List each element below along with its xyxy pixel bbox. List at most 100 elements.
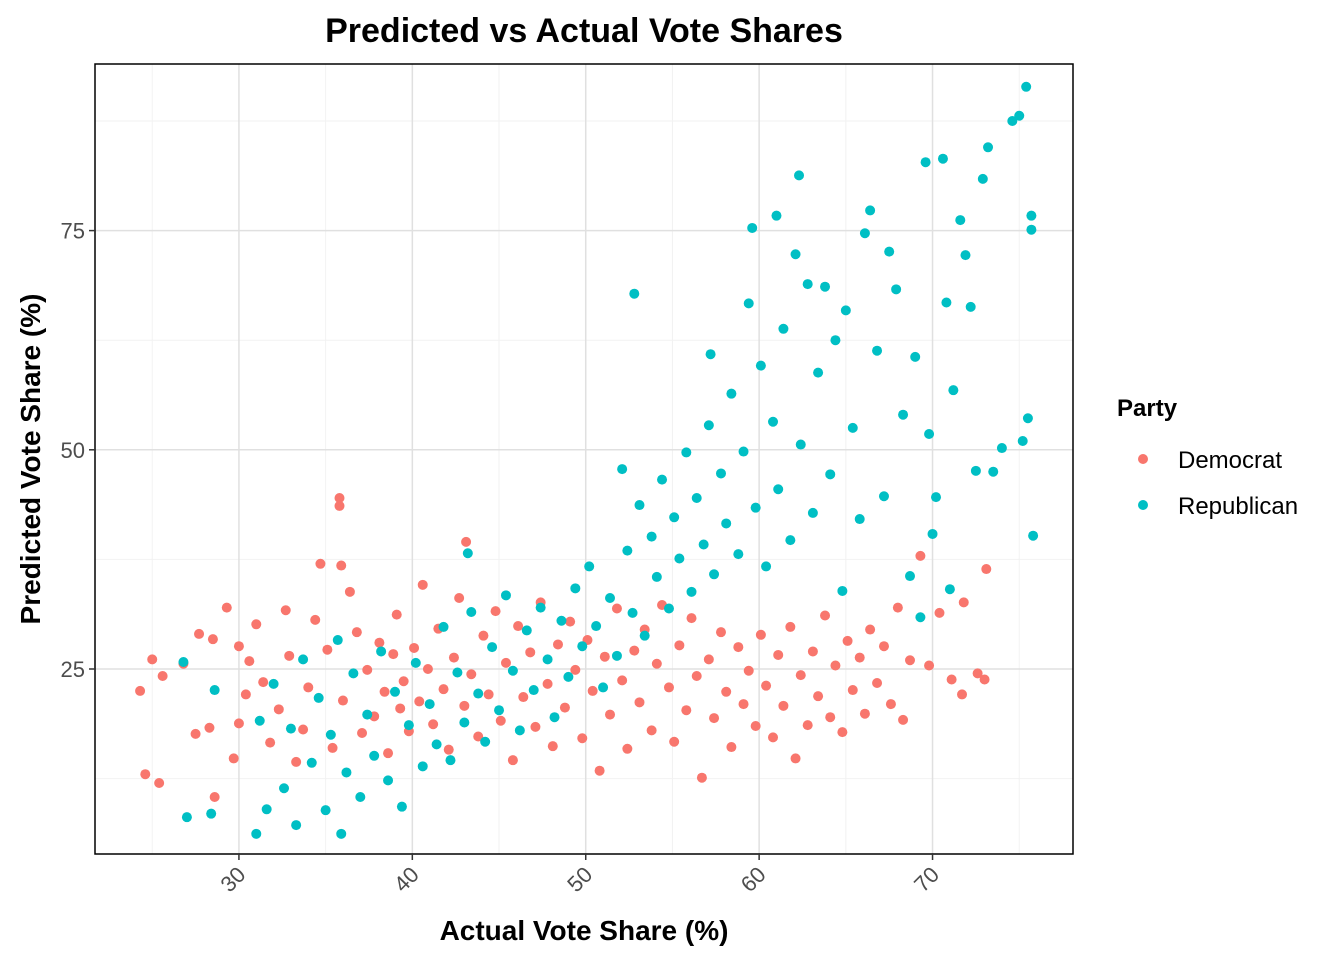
point-democrat	[466, 669, 477, 680]
point-democrat	[773, 649, 784, 660]
point-democrat	[190, 728, 201, 739]
point-republican	[733, 549, 744, 560]
point-republican	[721, 518, 732, 529]
point-democrat	[244, 656, 255, 667]
point-democrat	[825, 712, 836, 723]
point-republican	[549, 712, 560, 723]
point-republican	[955, 215, 966, 226]
point-republican	[771, 210, 782, 221]
point-democrat	[651, 658, 662, 669]
x-tick-label: 70	[909, 862, 944, 897]
point-democrat	[552, 639, 563, 650]
point-republican	[268, 678, 279, 689]
point-republican	[820, 281, 831, 292]
legend: Party Democrat Republican	[1117, 395, 1298, 520]
point-democrat	[898, 714, 909, 725]
legend-label-democrat: Democrat	[1178, 447, 1282, 474]
point-democrat	[357, 728, 368, 739]
point-republican	[629, 288, 640, 299]
point-democrat	[395, 703, 406, 714]
data-points	[135, 81, 1039, 839]
point-republican	[813, 367, 824, 378]
point-republican	[1007, 115, 1018, 126]
point-democrat	[530, 721, 541, 732]
x-tick-label: 30	[215, 862, 250, 897]
point-republican	[306, 757, 317, 768]
point-democrat	[981, 564, 992, 575]
point-republican	[383, 775, 394, 786]
point-republican	[251, 828, 262, 839]
point-democrat	[715, 627, 726, 638]
point-democrat	[473, 731, 484, 742]
point-democrat	[738, 699, 749, 710]
point-democrat	[854, 652, 865, 663]
point-democrat	[291, 756, 302, 767]
point-republican	[507, 665, 518, 676]
point-democrat	[500, 657, 511, 668]
point-democrat	[755, 629, 766, 640]
point-democrat	[617, 675, 628, 686]
y-axis-ticks: 25 50 75	[61, 219, 95, 682]
point-republican	[336, 828, 347, 839]
point-democrat	[865, 624, 876, 635]
point-republican	[332, 635, 343, 646]
point-democrat	[807, 646, 818, 657]
point-republican	[598, 682, 609, 693]
point-republican	[535, 602, 546, 613]
point-republican	[802, 279, 813, 290]
point-democrat	[490, 606, 501, 617]
point-democrat	[972, 668, 983, 679]
point-democrat	[847, 685, 858, 696]
point-democrat	[495, 715, 506, 726]
point-democrat	[681, 705, 692, 716]
point-republican	[755, 360, 766, 371]
point-democrat	[513, 621, 524, 632]
point-democrat	[337, 695, 348, 706]
point-republican	[768, 416, 779, 427]
point-democrat	[663, 682, 674, 693]
point-republican	[872, 345, 883, 356]
point-republican	[431, 739, 442, 750]
point-democrat	[859, 708, 870, 719]
point-democrat	[905, 655, 915, 666]
point-democrat	[733, 642, 744, 653]
point-democrat	[599, 651, 610, 662]
point-republican	[726, 388, 737, 399]
point-democrat	[336, 560, 347, 571]
point-republican	[570, 583, 581, 594]
point-republican	[705, 349, 716, 360]
point-republican	[996, 443, 1007, 454]
point-democrat	[761, 680, 772, 691]
point-republican	[750, 502, 761, 513]
point-republican	[970, 465, 981, 476]
point-republican	[1014, 110, 1025, 121]
point-republican	[837, 585, 848, 596]
point-republican	[910, 351, 921, 362]
point-democrat	[946, 674, 957, 685]
point-democrat	[414, 696, 425, 707]
y-axis-title: Predicted Vote Share (%)	[15, 294, 46, 625]
point-democrat	[240, 689, 251, 700]
legend-key-democrat	[1138, 454, 1148, 464]
point-democrat	[233, 718, 244, 729]
point-democrat	[448, 652, 459, 663]
point-democrat	[872, 678, 883, 689]
point-republican	[355, 792, 366, 803]
point-republican	[807, 507, 818, 518]
point-republican	[794, 170, 805, 181]
point-democrat	[674, 640, 685, 651]
point-democrat	[221, 602, 232, 613]
point-democrat	[251, 619, 262, 630]
point-republican	[830, 335, 841, 346]
point-republican	[988, 466, 999, 477]
point-democrat	[686, 613, 697, 624]
point-republican	[410, 657, 421, 668]
legend-label-republican: Republican	[1178, 493, 1298, 520]
y-tick-label: 75	[61, 219, 85, 244]
point-democrat	[646, 725, 657, 736]
point-democrat	[559, 702, 570, 713]
x-tick-label: 60	[736, 862, 771, 897]
point-republican	[785, 535, 796, 546]
point-republican	[320, 805, 331, 816]
point-republican	[960, 250, 971, 261]
